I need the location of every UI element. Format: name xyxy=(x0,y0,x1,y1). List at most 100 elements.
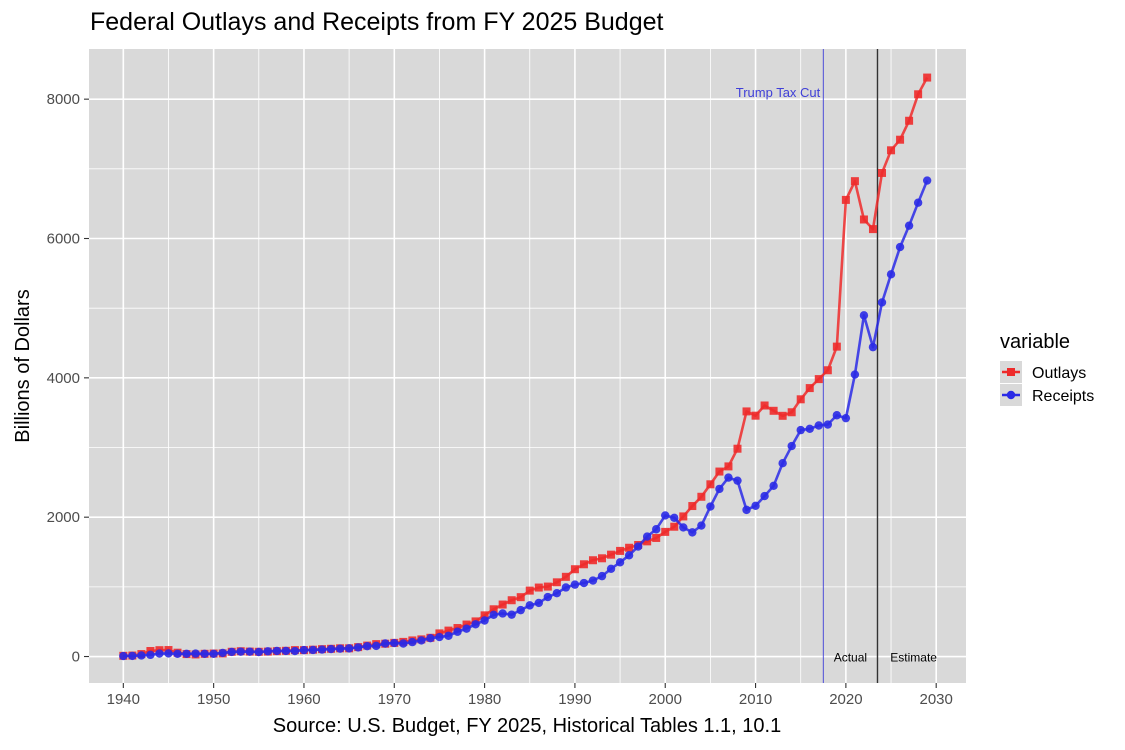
outlays-point xyxy=(507,596,516,605)
y-axis-title: Billions of Dollars xyxy=(12,289,34,442)
outlays-point xyxy=(769,406,778,415)
y-tick-label: 4000 xyxy=(47,370,80,387)
receipts-point xyxy=(904,221,914,230)
outlays-point xyxy=(742,407,751,416)
legend-label-receipts: Receipts xyxy=(1032,388,1094,405)
outlays-point xyxy=(914,90,923,99)
receipts-point xyxy=(715,484,724,494)
x-tick-label: 1950 xyxy=(197,691,230,708)
outlays-point xyxy=(796,395,805,404)
receipts-point xyxy=(579,578,589,588)
x-tick-label: 1970 xyxy=(378,691,411,708)
outlays-point xyxy=(923,73,932,82)
receipts-point xyxy=(263,647,273,656)
receipts-point xyxy=(751,501,760,511)
legend-key-outlays-marker xyxy=(1007,368,1015,376)
receipts-point xyxy=(453,627,462,636)
receipts-point xyxy=(155,649,164,658)
receipts-point xyxy=(733,476,742,485)
receipts-point xyxy=(796,425,805,435)
receipts-point xyxy=(444,631,453,640)
receipts-point xyxy=(543,592,553,602)
receipts-point xyxy=(742,505,751,515)
receipts-point xyxy=(561,583,571,592)
receipts-point xyxy=(922,176,932,185)
outlays-point xyxy=(525,586,534,595)
receipts-point xyxy=(787,441,796,451)
outlays-point xyxy=(859,215,868,224)
receipts-point xyxy=(146,650,155,660)
outlays-point xyxy=(579,560,588,569)
outlays-point xyxy=(670,522,679,531)
legend-label-outlays: Outlays xyxy=(1032,365,1086,382)
receipts-point xyxy=(353,643,363,652)
reference-lines xyxy=(822,49,879,683)
receipts-point xyxy=(399,639,408,648)
receipts-point xyxy=(390,638,399,648)
receipts-point xyxy=(525,601,534,610)
receipts-point xyxy=(254,647,264,657)
outlays-point xyxy=(625,543,634,552)
receipts-point xyxy=(913,198,923,207)
receipts-point xyxy=(173,649,182,659)
outlays-point xyxy=(832,342,841,351)
receipts-point xyxy=(326,644,336,654)
outlays-point xyxy=(823,366,832,375)
outlays-point xyxy=(489,605,498,614)
outlays-point xyxy=(516,593,525,602)
y-tick-label: 0 xyxy=(72,649,80,666)
receipts-point xyxy=(624,551,634,560)
receipts-point xyxy=(164,649,173,658)
series-layer xyxy=(119,73,932,661)
receipts-point xyxy=(570,580,580,589)
receipts-point xyxy=(200,649,209,659)
receipts-point xyxy=(661,511,670,520)
outlays-point xyxy=(688,502,697,511)
receipts-point xyxy=(435,632,444,642)
legend: variable Outlays Receipts xyxy=(1000,331,1094,406)
receipts-point xyxy=(381,639,390,648)
receipts-point xyxy=(335,644,345,653)
outlays-point xyxy=(679,512,688,521)
x-tick-label: 2010 xyxy=(739,691,772,708)
outlays-point xyxy=(724,462,733,471)
receipts-point xyxy=(236,647,245,656)
y-tick-label: 8000 xyxy=(47,91,80,108)
x-tick-label: 2020 xyxy=(829,691,862,708)
receipts-point xyxy=(877,298,887,307)
receipts-point xyxy=(516,605,525,615)
receipts-point xyxy=(778,458,787,468)
receipts-point xyxy=(850,370,860,379)
outlays-point xyxy=(805,384,814,393)
receipts-point xyxy=(218,648,227,658)
receipts-point xyxy=(859,311,869,320)
receipts-point xyxy=(652,525,661,534)
x-tick-label: 2030 xyxy=(920,691,953,708)
receipts-point xyxy=(480,616,489,625)
receipts-point xyxy=(471,620,480,629)
receipts-point xyxy=(417,636,426,645)
outlays-point xyxy=(896,135,905,144)
receipts-point xyxy=(895,242,905,252)
outlays-point xyxy=(498,600,507,609)
outlays-point xyxy=(814,375,823,384)
outlays-point xyxy=(480,611,489,620)
receipts-point xyxy=(489,610,498,619)
outlays-point xyxy=(588,556,597,565)
x-tick-label: 2000 xyxy=(649,691,682,708)
receipts-point xyxy=(245,647,254,656)
plot-panel xyxy=(89,49,966,683)
receipts-point xyxy=(272,646,282,656)
tax-cut-annotation: Trump Tax Cut xyxy=(736,85,821,100)
receipts-point xyxy=(688,528,697,537)
receipts-point xyxy=(588,576,598,585)
receipts-point xyxy=(606,564,616,574)
receipts-point xyxy=(344,644,354,653)
outlays-point xyxy=(607,550,616,559)
outlays-point xyxy=(841,195,850,204)
receipts-point xyxy=(552,588,562,598)
outlays-point xyxy=(697,492,706,501)
receipts-point xyxy=(191,649,200,658)
receipts-point xyxy=(886,270,896,279)
